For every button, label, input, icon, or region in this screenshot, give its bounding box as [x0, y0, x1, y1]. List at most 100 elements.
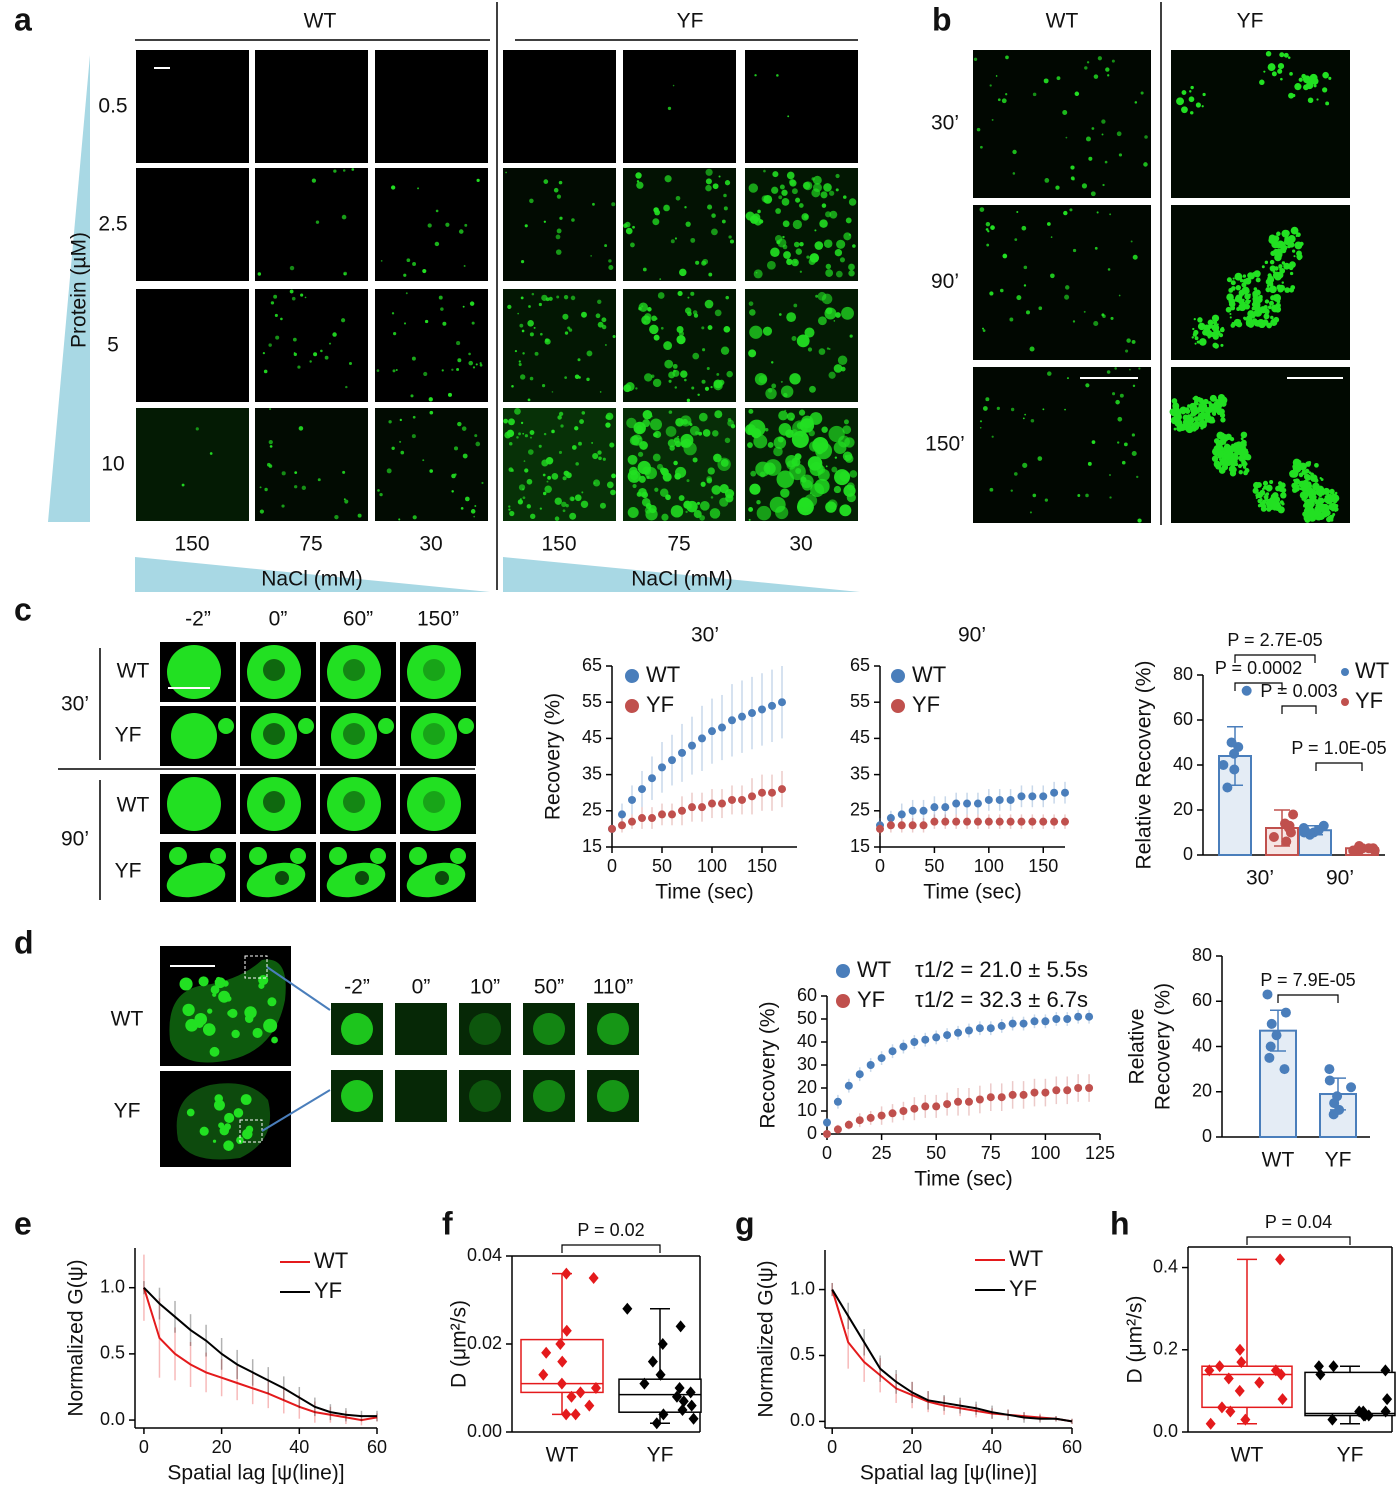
aggregate — [1263, 70, 1266, 73]
y-axis-label: Normalized G(ψ) — [65, 1259, 88, 1416]
y-tick-label: 65 — [850, 655, 870, 675]
droplet — [632, 225, 635, 229]
aggregate — [1332, 512, 1336, 516]
droplet — [794, 260, 798, 264]
droplet — [268, 464, 273, 468]
droplet — [754, 74, 757, 77]
aggregate — [1207, 401, 1212, 405]
droplet — [599, 391, 602, 393]
nacl-level: 30 — [789, 533, 812, 556]
data-point — [943, 1100, 952, 1109]
data-point — [963, 817, 972, 826]
legend-marker — [836, 994, 850, 1008]
data-point — [688, 741, 696, 750]
droplet — [429, 410, 434, 415]
aggregate — [1226, 447, 1234, 456]
data-point — [930, 803, 939, 812]
droplet — [723, 206, 728, 211]
droplet — [395, 368, 398, 372]
droplet — [345, 385, 348, 389]
aggregate — [1177, 409, 1181, 413]
data-point — [728, 795, 736, 804]
droplet — [270, 301, 275, 305]
droplet — [281, 504, 285, 508]
droplet — [505, 171, 507, 174]
y-tick-label: 40 — [797, 1031, 817, 1051]
droplet — [668, 379, 672, 383]
aggregate — [1256, 491, 1264, 499]
aggregate — [1302, 479, 1309, 487]
droplet — [659, 488, 669, 497]
droplet — [724, 437, 731, 444]
droplet — [790, 417, 794, 421]
droplet — [370, 848, 386, 864]
droplet — [702, 348, 706, 352]
droplet — [504, 431, 512, 439]
droplet — [702, 258, 709, 265]
droplet — [334, 514, 339, 520]
droplet — [1119, 393, 1124, 398]
droplet — [989, 84, 992, 87]
data-point — [866, 1061, 875, 1069]
data-point — [1265, 1041, 1276, 1052]
droplet — [637, 451, 644, 457]
legend-marker — [836, 964, 850, 978]
droplet — [1014, 238, 1018, 242]
aggregate — [1268, 499, 1276, 507]
droplet — [1132, 254, 1138, 260]
droplet — [976, 127, 981, 132]
droplet — [400, 450, 405, 455]
aggregate — [1269, 479, 1274, 484]
droplet — [461, 426, 467, 431]
droplet — [601, 317, 607, 323]
aggregate — [1283, 52, 1289, 58]
droplet — [815, 442, 833, 460]
data-point — [1346, 1082, 1357, 1093]
droplet — [422, 459, 425, 462]
aggregate — [1290, 226, 1299, 235]
micrograph — [1171, 50, 1350, 198]
droplet — [650, 415, 653, 418]
droplet — [672, 84, 675, 87]
droplet — [675, 440, 682, 448]
data-point — [1357, 843, 1368, 854]
genotype-label: YF — [114, 1100, 141, 1123]
x-tick-label: 0 — [827, 1437, 837, 1457]
micrograph — [395, 1003, 447, 1055]
droplet — [609, 442, 615, 448]
aggregate — [1188, 96, 1195, 103]
aggregate — [1275, 485, 1281, 492]
droplet — [677, 290, 683, 297]
aggregate — [1289, 271, 1294, 276]
p-value: P = 0.04 — [1265, 1212, 1332, 1232]
aggregate — [1190, 111, 1194, 115]
aggregate — [1334, 491, 1338, 495]
aggregate — [1334, 509, 1337, 512]
droplet — [1088, 156, 1093, 161]
aggregate — [1284, 236, 1291, 243]
nacl-level: 75 — [667, 533, 690, 556]
data-point — [844, 1120, 853, 1129]
droplet — [521, 329, 525, 333]
droplet — [517, 499, 524, 505]
aggregate — [1259, 79, 1265, 86]
droplet — [209, 452, 213, 455]
droplet — [1126, 338, 1131, 343]
droplet — [674, 386, 678, 389]
droplet — [1010, 489, 1013, 492]
aggregate — [1193, 318, 1196, 321]
droplet — [518, 362, 522, 367]
legend-marker — [1341, 668, 1349, 676]
x-tick-label: 25 — [872, 1143, 892, 1163]
y-tick-label: 10 — [797, 1100, 817, 1120]
droplet — [989, 291, 994, 296]
aggregate — [1220, 401, 1227, 407]
aggregate — [1225, 433, 1232, 441]
y-tick-label: 25 — [582, 800, 602, 820]
aggregate — [1220, 343, 1224, 347]
aggregate — [1235, 444, 1240, 449]
droplet — [834, 249, 843, 257]
droplet — [1130, 240, 1133, 243]
droplet — [508, 505, 511, 508]
droplet — [721, 219, 726, 224]
